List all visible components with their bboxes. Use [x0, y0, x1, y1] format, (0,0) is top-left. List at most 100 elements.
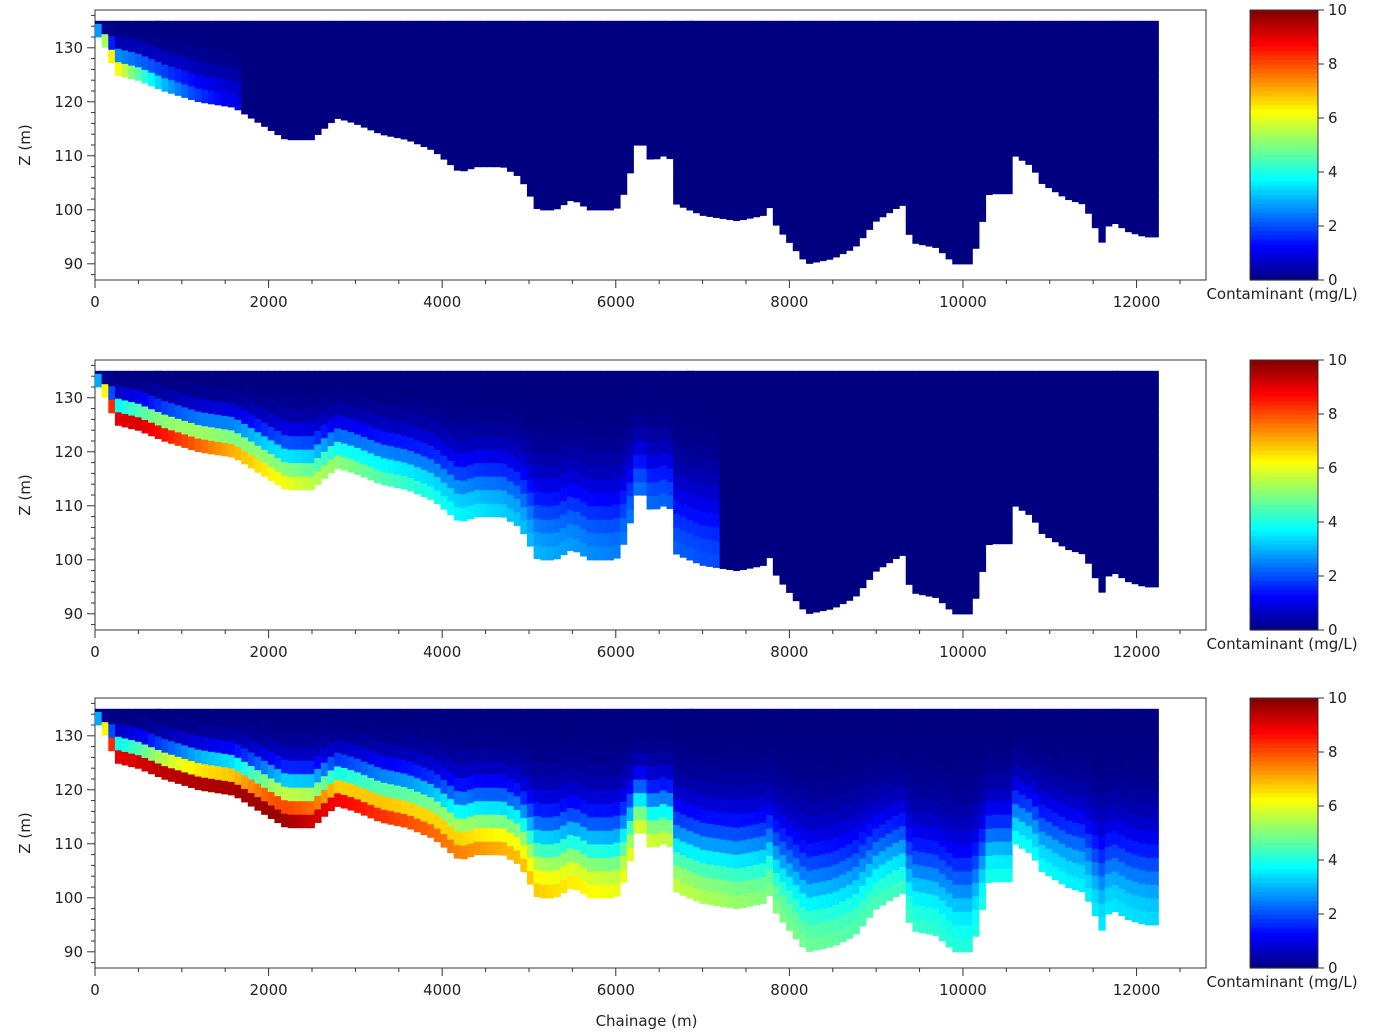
x-tick-label: 8000: [770, 643, 808, 661]
heatmap-cell: [453, 506, 462, 521]
heatmap-cell: [693, 104, 701, 119]
heatmap-cell: [1078, 486, 1086, 501]
heatmap-cell: [247, 440, 256, 456]
heatmap-cell: [320, 802, 329, 817]
heatmap-cell: [1131, 529, 1139, 544]
heatmap-cell: [400, 434, 408, 449]
heatmap-cell: [799, 487, 807, 502]
heatmap-cell: [919, 513, 927, 528]
heatmap-cell: [128, 387, 136, 403]
heatmap-cell: [447, 460, 455, 475]
heatmap-cell: [586, 115, 595, 130]
heatmap-cell: [998, 153, 1007, 168]
heatmap-cell: [440, 51, 448, 66]
heatmap-cell: [1078, 391, 1086, 406]
heatmap-cell: [566, 753, 575, 768]
heatmap-cell: [573, 161, 581, 176]
heatmap-cell: [500, 382, 508, 397]
heatmap-cell: [194, 775, 202, 791]
heatmap-cell: [400, 407, 408, 422]
heatmap-cell: [533, 370, 541, 384]
heatmap-cell: [314, 403, 322, 418]
heatmap-cell: [998, 503, 1007, 518]
heatmap-cell: [746, 123, 754, 138]
heatmap-cell: [719, 191, 727, 206]
heatmap-cell: [653, 765, 661, 780]
heatmap-cell: [832, 431, 840, 446]
heatmap-cell: [254, 370, 262, 379]
heatmap-cell: [560, 29, 568, 44]
heatmap-cell: [673, 28, 681, 43]
heatmap-cell: [1065, 454, 1073, 470]
heatmap-cell: [646, 64, 654, 79]
heatmap-cell: [507, 467, 515, 482]
heatmap-cell: [606, 20, 614, 35]
heatmap-cell: [653, 373, 661, 388]
heatmap-cell: [168, 375, 176, 390]
heatmap-cell: [247, 400, 256, 415]
colorbar-swatch: [1250, 391, 1318, 397]
heatmap-cell: [739, 57, 747, 72]
heatmap-cell: [759, 484, 767, 499]
heatmap-cell: [786, 20, 794, 27]
colorbar-swatch: [1250, 441, 1318, 447]
heatmap-cell: [799, 245, 807, 260]
heatmap-cell: [533, 100, 541, 115]
heatmap-cell: [600, 735, 608, 750]
heatmap-cell: [619, 760, 628, 775]
heatmap-cell: [287, 408, 295, 423]
heatmap-cell: [653, 468, 661, 483]
heatmap-cell: [759, 147, 767, 162]
heatmap-cell: [227, 740, 236, 755]
heatmap-cell: [1051, 151, 1060, 166]
heatmap-cell: [752, 418, 761, 433]
heatmap-cell: [380, 471, 388, 486]
heatmap-cell: [1125, 379, 1133, 394]
heatmap-cell: [825, 83, 834, 98]
heatmap-cell: [746, 554, 754, 569]
heatmap-cell: [885, 172, 894, 187]
heatmap-cell: [865, 403, 874, 418]
heatmap-cell: [613, 449, 621, 465]
heatmap-cell: [892, 436, 900, 452]
heatmap-cell: [879, 149, 887, 164]
heatmap-cell: [593, 451, 601, 466]
heatmap-cell: [859, 62, 867, 77]
heatmap-cell: [899, 501, 907, 516]
heatmap-cell: [1025, 56, 1033, 71]
heatmap-cell: [394, 420, 402, 435]
heatmap-cell: [772, 211, 781, 226]
heatmap-cell: [533, 788, 541, 803]
heatmap-cell: [639, 387, 648, 402]
heatmap-cell: [274, 708, 282, 716]
heatmap-cell: [500, 760, 508, 775]
heatmap-cell: [513, 484, 521, 499]
heatmap-cell: [1025, 69, 1033, 84]
heatmap-cell: [168, 767, 176, 782]
heatmap-cell: [1031, 118, 1040, 133]
heatmap-cell: [825, 191, 834, 206]
heatmap-cell: [553, 775, 561, 790]
heatmap-cell: [932, 462, 940, 477]
heatmap-cell: [360, 113, 369, 128]
heatmap-cell: [879, 512, 887, 527]
heatmap-cell: [546, 776, 555, 791]
heatmap-cell: [693, 64, 701, 79]
heatmap-cell: [433, 112, 442, 128]
heatmap-cell: [792, 587, 801, 602]
colorbar-swatch: [1250, 369, 1318, 375]
heatmap-cell: [573, 107, 581, 122]
heatmap-cell: [141, 370, 149, 380]
heatmap-cell: [978, 530, 987, 545]
heatmap-cell: [952, 573, 960, 588]
heatmap-cell: [586, 451, 595, 466]
colorbar-swatch: [1250, 64, 1318, 70]
heatmap-cell: [546, 101, 555, 116]
heatmap-cell: [746, 164, 754, 179]
heatmap-cell: [460, 20, 468, 23]
heatmap-cell: [274, 727, 282, 743]
heatmap-cell: [852, 370, 860, 381]
heatmap-cell: [985, 449, 993, 465]
heatmap-cell: [1138, 450, 1146, 465]
heatmap-cell: [772, 170, 781, 186]
